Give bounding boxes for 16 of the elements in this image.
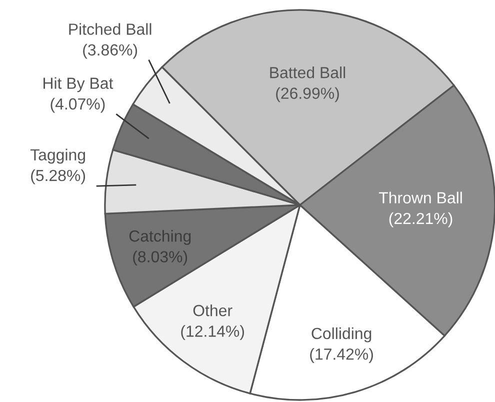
data-label: (3.86%) xyxy=(83,44,138,59)
slice-label: Hit By Bat xyxy=(44,77,114,92)
slice-label: Colliding xyxy=(312,327,372,342)
data-label: (4.07%) xyxy=(50,98,105,113)
data-label: (26.99%) xyxy=(276,87,339,102)
data-label: (17.42%) xyxy=(310,348,373,363)
slice-label: Catching xyxy=(129,230,191,245)
data-label: (22.21%) xyxy=(389,212,452,228)
slice-label: Thrown Ball xyxy=(378,192,462,204)
slice-label: Batted Ball xyxy=(270,66,346,78)
slice-label: Pitched Ball xyxy=(69,23,152,35)
slice-label: Other xyxy=(193,304,232,316)
data-label: (12.14%) xyxy=(181,325,244,340)
data-label: (8.03%) xyxy=(133,250,188,266)
slice-label: Tagging xyxy=(30,148,85,164)
data-label: (5.28%) xyxy=(31,169,86,184)
